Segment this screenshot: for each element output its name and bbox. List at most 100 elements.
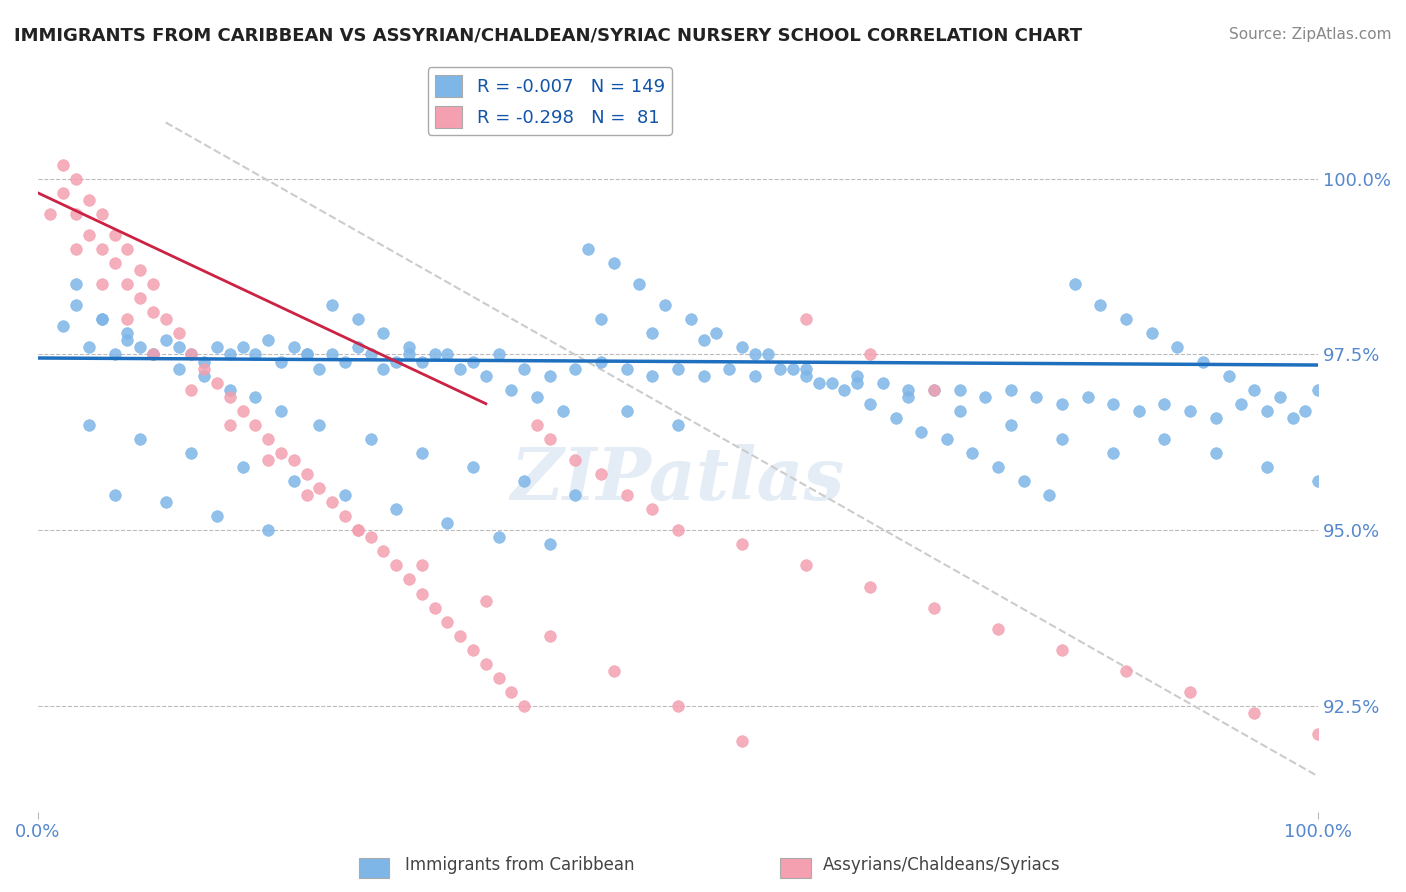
Point [679, 312, 702, 326]
Point [603, 664, 626, 678]
Point [385, 502, 408, 516]
Point [1243, 383, 1265, 397]
Point [142, 305, 165, 319]
Point [641, 368, 664, 383]
Point [744, 368, 766, 383]
Point [1243, 706, 1265, 720]
Point [39, 207, 62, 221]
Point [666, 417, 689, 432]
Point [922, 600, 945, 615]
Point [65, 298, 87, 312]
Point [117, 277, 139, 292]
Point [501, 685, 523, 699]
Point [1178, 403, 1201, 417]
Point [411, 354, 433, 368]
Point [360, 530, 382, 544]
Point [90, 242, 112, 256]
Point [65, 277, 87, 292]
Point [423, 600, 446, 615]
Point [385, 558, 408, 573]
Point [321, 347, 343, 361]
Point [205, 376, 228, 390]
Point [564, 453, 586, 467]
Point [245, 417, 267, 432]
Point [245, 347, 267, 361]
Point [1128, 403, 1150, 417]
Point [488, 671, 510, 685]
Point [718, 361, 741, 376]
Point [218, 417, 240, 432]
Point [807, 376, 830, 390]
Point [103, 227, 125, 242]
Point [142, 347, 165, 361]
Point [731, 537, 754, 551]
Point [411, 446, 433, 460]
Point [616, 403, 638, 417]
Point [321, 298, 343, 312]
Point [103, 347, 125, 361]
Point [308, 361, 330, 376]
Point [1077, 390, 1099, 404]
Point [1000, 383, 1022, 397]
Point [52, 319, 75, 334]
Point [820, 376, 842, 390]
Point [449, 361, 471, 376]
Point [987, 460, 1010, 475]
Point [90, 207, 112, 221]
Point [142, 347, 165, 361]
Point [1000, 417, 1022, 432]
Point [155, 334, 177, 348]
Point [666, 699, 689, 714]
Point [180, 446, 202, 460]
Point [398, 341, 420, 355]
Point [1268, 390, 1291, 404]
Point [180, 347, 202, 361]
Point [308, 481, 330, 495]
Point [949, 383, 972, 397]
Point [616, 488, 638, 502]
Point [257, 523, 280, 537]
Point [167, 361, 190, 376]
Point [411, 586, 433, 600]
Point [513, 699, 536, 714]
Point [308, 417, 330, 432]
Point [193, 354, 215, 368]
Point [142, 347, 165, 361]
Point [987, 622, 1010, 636]
Point [1063, 277, 1085, 292]
Point [1308, 474, 1330, 488]
Point [731, 734, 754, 748]
Point [616, 361, 638, 376]
Point [475, 368, 498, 383]
Point [1140, 326, 1163, 341]
Point [1102, 446, 1125, 460]
Point [257, 453, 280, 467]
Point [1205, 446, 1227, 460]
Point [666, 523, 689, 537]
Point [193, 368, 215, 383]
Point [167, 326, 190, 341]
Point [52, 158, 75, 172]
Point [1153, 432, 1175, 446]
Point [488, 347, 510, 361]
Point [218, 390, 240, 404]
Text: ZIPatlas: ZIPatlas [510, 444, 845, 515]
Point [205, 341, 228, 355]
Point [872, 376, 894, 390]
Point [257, 432, 280, 446]
Point [218, 347, 240, 361]
Point [103, 488, 125, 502]
Point [1012, 474, 1035, 488]
Legend: R = -0.007   N = 149, R = -0.298   N =  81: R = -0.007 N = 149, R = -0.298 N = 81 [427, 68, 672, 135]
Point [129, 432, 152, 446]
Point [654, 298, 676, 312]
Point [1038, 488, 1060, 502]
Point [90, 312, 112, 326]
Point [910, 425, 932, 439]
Point [1090, 298, 1112, 312]
Point [346, 312, 368, 326]
Point [385, 354, 408, 368]
Point [129, 291, 152, 305]
Point [436, 516, 458, 531]
Point [538, 432, 561, 446]
